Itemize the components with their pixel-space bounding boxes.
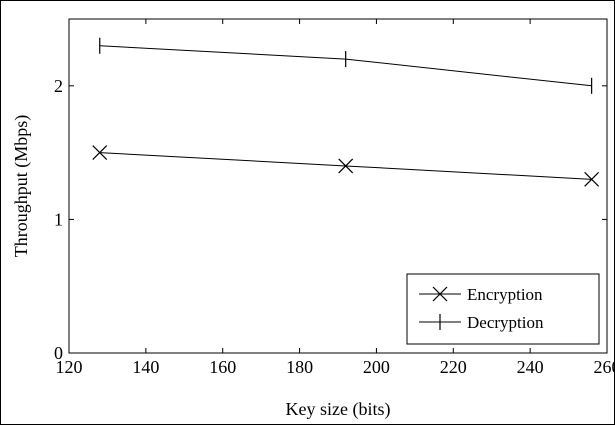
y-tick-label: 1 xyxy=(54,209,63,229)
x-tick-label: 220 xyxy=(440,357,467,377)
y-tick-label: 0 xyxy=(54,343,63,363)
x-tick-label: 200 xyxy=(363,357,390,377)
x-tick-label: 260 xyxy=(594,357,615,377)
legend-label-encryption: Encryption xyxy=(467,285,543,304)
y-axis-label: Throughput (Mbps) xyxy=(11,115,32,258)
x-tick-label: 140 xyxy=(132,357,159,377)
x-tick-label: 180 xyxy=(286,357,313,377)
y-tick-label: 2 xyxy=(54,76,63,96)
x-tick-label: 240 xyxy=(517,357,544,377)
legend: Encryption Decryption xyxy=(407,274,599,344)
x-axis-label: Key size (bits) xyxy=(286,399,391,420)
series-layer xyxy=(93,38,599,187)
legend-label-decryption: Decryption xyxy=(467,313,544,332)
x-tick-label: 160 xyxy=(209,357,236,377)
